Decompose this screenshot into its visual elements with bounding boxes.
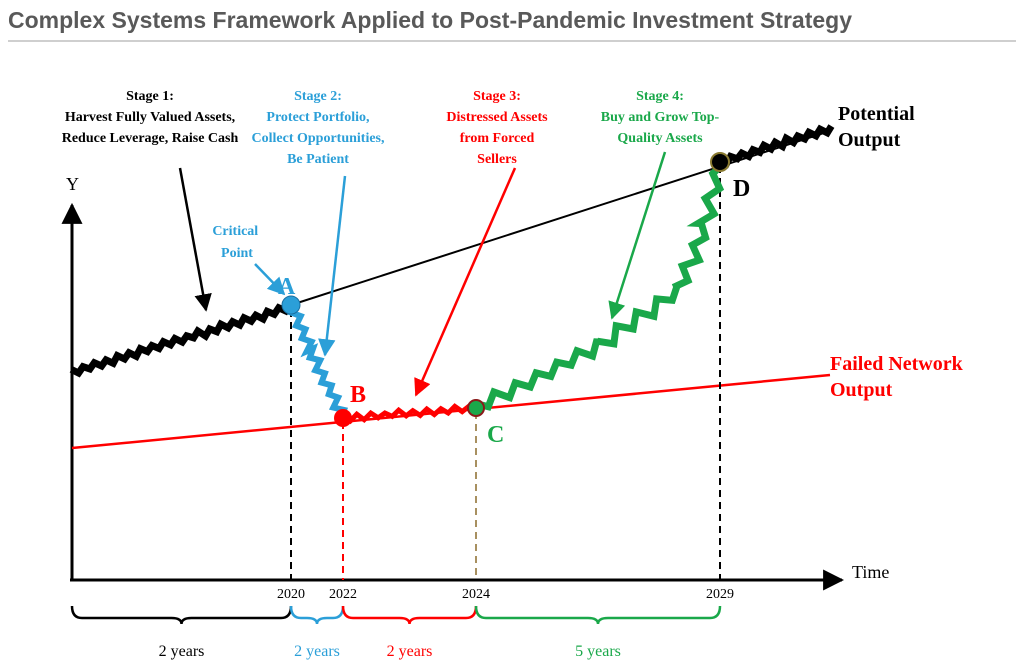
stage-line: Quality Assets bbox=[617, 131, 703, 146]
stage-line: Sellers bbox=[477, 152, 517, 167]
duration-brace bbox=[474, 605, 722, 625]
stage4-path bbox=[472, 160, 727, 411]
duration-brace bbox=[289, 605, 345, 625]
year-label: 2022 bbox=[329, 587, 357, 602]
duration-label: 2 years bbox=[159, 643, 205, 660]
duration-label: 2 years bbox=[294, 643, 340, 660]
year-label: 2020 bbox=[277, 587, 305, 602]
point-c bbox=[467, 399, 485, 417]
title: Complex Systems Framework Applied to Pos… bbox=[8, 7, 852, 33]
year-label: 2029 bbox=[706, 587, 734, 602]
duration-label: 5 years bbox=[575, 643, 621, 660]
failed-label: Failed Network Output bbox=[830, 353, 968, 401]
stage-line: Protect Portfolio, bbox=[266, 110, 369, 125]
stage-label: Stage 1: Harvest Fully Valued Assets, Redu… bbox=[62, 89, 239, 146]
x-axis-label: Time bbox=[852, 562, 889, 582]
stage-label: Stage 3: Distressed Assets from Forced Sell… bbox=[446, 89, 548, 167]
stage-line: Buy and Grow Top- bbox=[601, 110, 720, 125]
label-line: Output bbox=[838, 129, 901, 151]
potential-label: Potential Output bbox=[838, 103, 920, 151]
potential-trail bbox=[69, 302, 294, 378]
stage-arrows bbox=[178, 151, 667, 397]
stage-line: Collect Opportunities, bbox=[252, 131, 385, 146]
stage-line: Stage 1: bbox=[126, 89, 174, 104]
stage2-path bbox=[287, 302, 349, 421]
stage-line: from Forced bbox=[460, 131, 535, 146]
point-labels: A B C D bbox=[278, 176, 750, 448]
point-b bbox=[334, 409, 352, 427]
label-line: Failed Network bbox=[830, 353, 964, 375]
dashed-guides bbox=[290, 166, 721, 580]
critical-point-label: Critical Point bbox=[212, 224, 261, 261]
stage-label: Stage 4: Buy and Grow Top- Quality Assets bbox=[601, 89, 720, 146]
label-line: Output bbox=[830, 379, 893, 401]
stage-line: Stage 3: bbox=[473, 89, 521, 104]
duration-brace bbox=[70, 605, 293, 625]
point-label: B bbox=[350, 382, 366, 408]
stage-line: Reduce Leverage, Raise Cash bbox=[62, 131, 239, 146]
year-label: 2024 bbox=[462, 587, 490, 602]
label-line: Critical bbox=[212, 224, 258, 239]
year-labels: 2020 2022 2024 2029 bbox=[277, 587, 734, 602]
y-axis-label: Y bbox=[66, 174, 79, 194]
point-label: A bbox=[278, 274, 296, 300]
potential-trail bbox=[717, 124, 835, 169]
stage-line: Be Patient bbox=[287, 152, 349, 167]
point-label: D bbox=[733, 176, 750, 202]
stage-line: Harvest Fully Valued Assets, bbox=[65, 110, 235, 125]
duration-label: 2 years bbox=[387, 643, 433, 660]
duration-brace bbox=[341, 605, 478, 625]
point-label: C bbox=[487, 422, 504, 448]
label-line: Potential bbox=[838, 103, 915, 125]
stage-line: Stage 4: bbox=[636, 89, 684, 104]
stage-label: Stage 2: Protect Portfolio, Collect Opport… bbox=[252, 89, 385, 167]
point-a bbox=[281, 295, 301, 315]
stage-line: Stage 2: bbox=[294, 89, 342, 104]
point-d bbox=[710, 152, 730, 172]
stage-line: Distressed Assets bbox=[446, 110, 548, 125]
stage3-path bbox=[341, 403, 478, 425]
label-line: Point bbox=[221, 246, 253, 261]
